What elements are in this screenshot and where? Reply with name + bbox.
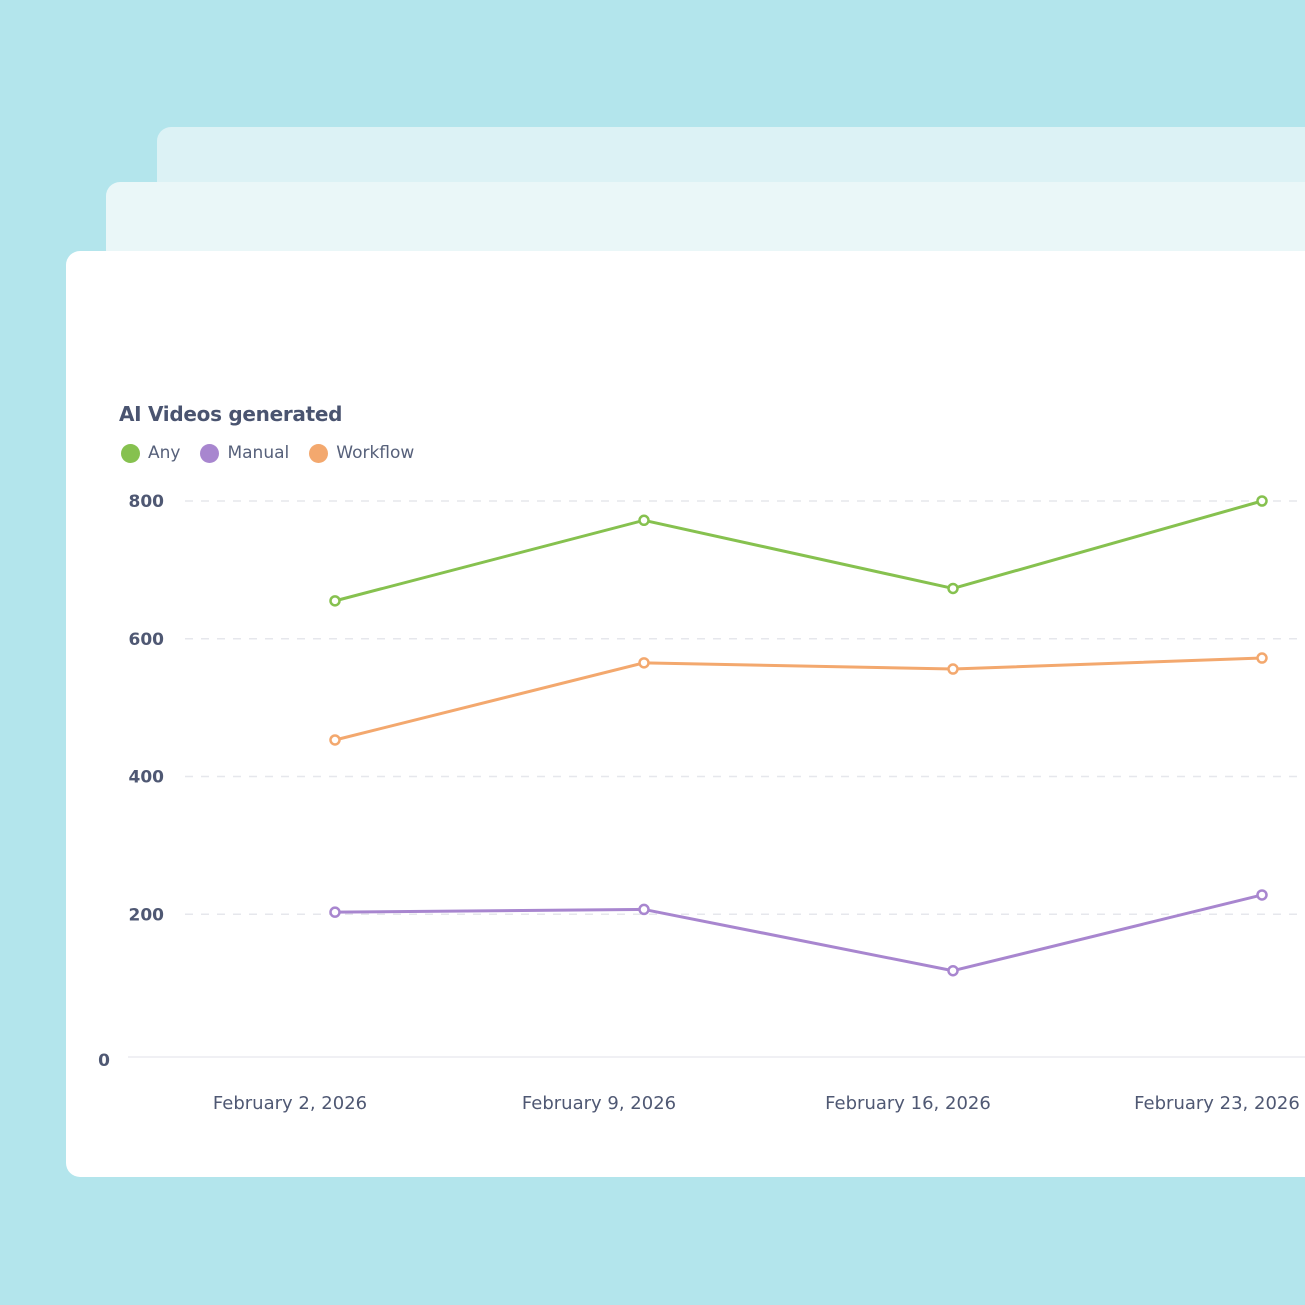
- x-tick-label: February 9, 2026: [522, 1093, 676, 1114]
- legend-dot-workflow: [309, 443, 329, 463]
- y-tick-label: 600: [129, 630, 165, 650]
- x-tick-label: February 16, 2026: [825, 1093, 991, 1114]
- data-point-workflow: [947, 663, 959, 675]
- legend-dot-any: [121, 443, 140, 463]
- y-tick-label: 0: [98, 1051, 110, 1071]
- data-point-workflow: [638, 657, 650, 669]
- legend-item-any[interactable]: Any: [121, 443, 180, 463]
- legend-label: Workflow: [336, 443, 415, 463]
- series-line-manual: [334, 893, 1263, 973]
- series-line-workflow: [334, 656, 1263, 742]
- x-tick-label: February 2, 2026: [213, 1093, 367, 1114]
- y-tick-label: 400: [129, 768, 165, 788]
- data-point-workflow: [1256, 652, 1268, 664]
- legend-label: Any: [148, 443, 181, 463]
- legend-item-workflow[interactable]: Workflow: [309, 443, 414, 463]
- legend-item-manual[interactable]: Manual: [200, 443, 289, 463]
- chart-card: [66, 251, 1305, 1177]
- legend-label: Manual: [227, 443, 290, 463]
- legend: Any Manual Workflow: [121, 443, 414, 463]
- x-tick-label: February 23, 2026: [1134, 1093, 1300, 1114]
- data-point-any: [1256, 495, 1268, 507]
- series-line-any: [334, 499, 1263, 603]
- data-point-manual: [638, 903, 650, 916]
- data-point-workflow: [329, 734, 341, 746]
- data-point-manual: [1256, 889, 1268, 901]
- y-tick-label: 800: [129, 492, 165, 512]
- chart-title: AI Videos generated: [119, 402, 343, 426]
- legend-dot-manual: [200, 443, 220, 463]
- data-point-any: [638, 514, 650, 527]
- data-point-manual: [947, 964, 959, 977]
- y-tick-label: 200: [129, 905, 165, 925]
- data-point-manual: [329, 906, 341, 918]
- data-point-any: [947, 582, 959, 595]
- data-point-any: [329, 595, 341, 607]
